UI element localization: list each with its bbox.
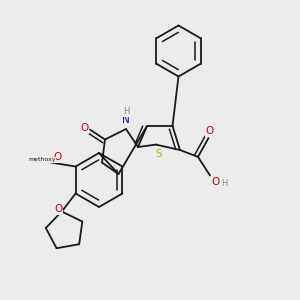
Text: O: O: [206, 126, 214, 136]
Text: methoxy: methoxy: [28, 157, 56, 162]
Text: S: S: [156, 149, 162, 159]
Text: O: O: [80, 123, 89, 133]
Text: O: O: [212, 177, 220, 187]
Text: N: N: [122, 115, 130, 125]
Text: O: O: [53, 152, 61, 162]
Text: O: O: [54, 204, 62, 214]
Text: H: H: [123, 107, 129, 116]
Text: H: H: [221, 179, 228, 188]
